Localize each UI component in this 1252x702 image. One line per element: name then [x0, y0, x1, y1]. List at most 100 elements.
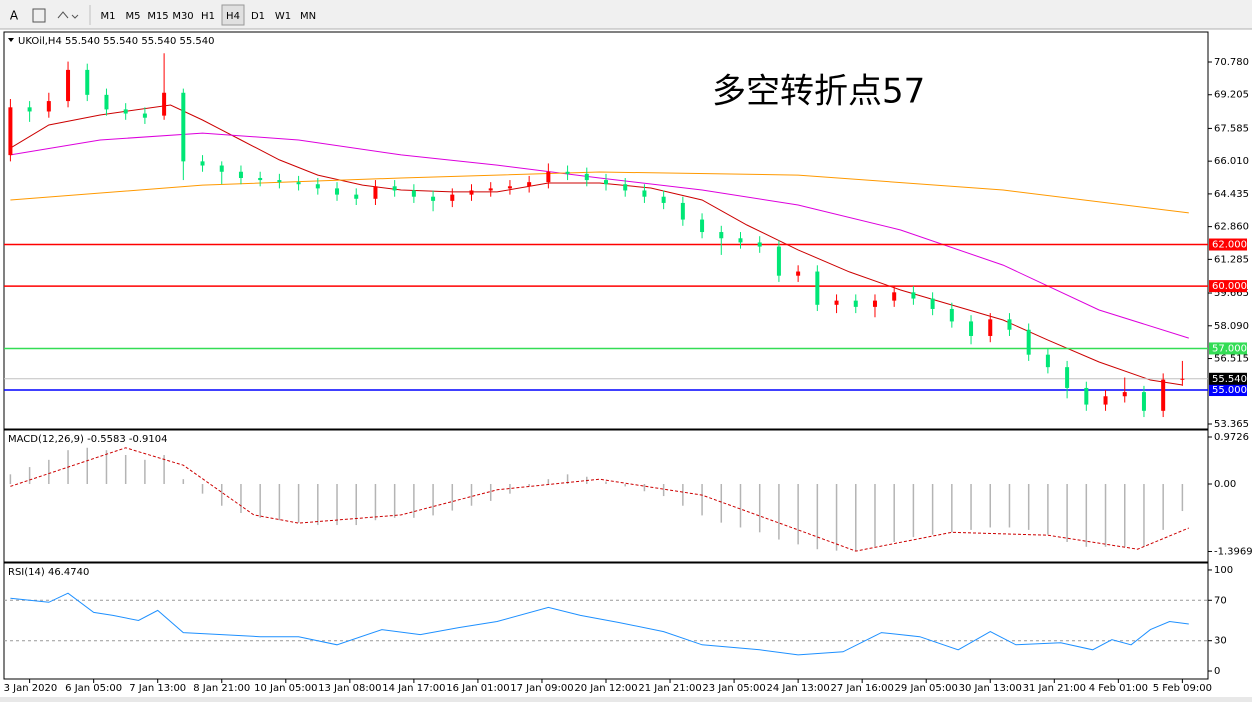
moving-average [10, 171, 1189, 214]
candle-body [623, 184, 628, 191]
candle-body [661, 196, 666, 203]
candle-body [1084, 387, 1089, 405]
timeframe-button[interactable]: M15 [147, 11, 168, 22]
candle-body [392, 186, 397, 191]
candle-body [354, 194, 359, 199]
candle-body [469, 190, 474, 195]
active-timeframe [221, 4, 245, 26]
timeframe-button[interactable]: D1 [251, 11, 265, 22]
x-tick-label: 17 Jan 09:00 [510, 683, 573, 694]
candle-body [258, 177, 263, 181]
candle-body [335, 188, 340, 195]
y-tick-label: 70 [1214, 595, 1227, 606]
candle-body [123, 109, 128, 114]
annotation: 多空转折点57 [712, 72, 925, 112]
candle-body [930, 298, 935, 309]
timeframe-button[interactable]: W1 [275, 11, 291, 22]
candle-body [1026, 329, 1031, 355]
x-tick-label: 4 Feb 01:00 [1089, 683, 1148, 694]
y-tick-label: 59.665 [1214, 288, 1249, 299]
timeframe-button[interactable]: M30 [172, 11, 193, 22]
candle-body [604, 180, 608, 185]
main-panel [3, 31, 1209, 430]
candle-body [200, 161, 205, 166]
candle-body [949, 308, 954, 322]
candle-body [507, 186, 512, 189]
objects-tool[interactable] [57, 11, 79, 19]
candle-body [46, 101, 51, 112]
candle-body [527, 182, 532, 187]
status-strip [0, 697, 1252, 702]
y-tick-label: 62.860 [1214, 222, 1249, 233]
text-tool[interactable] [32, 8, 46, 23]
candle-body [1007, 319, 1012, 330]
candle-body [373, 186, 378, 199]
y-tick-label: 0.9726 [1214, 432, 1249, 443]
level-label-box [1209, 342, 1247, 355]
candle-body [450, 194, 455, 201]
toolbar [0, 0, 1252, 29]
x-tick-label: 27 Jan 16:00 [831, 683, 894, 694]
candle-body [911, 292, 916, 299]
level-label-box [1209, 384, 1247, 397]
macd-title: MACD(12,26,9) -0.5583 -0.9104 [8, 434, 168, 445]
x-tick-label: 30 Jan 13:00 [959, 683, 1022, 694]
x-tick-label: 3 Jan 2020 [4, 683, 58, 694]
y-tick-label: 56.515 [1214, 354, 1249, 365]
candle-body [8, 107, 13, 156]
candle-body [680, 202, 685, 220]
timeframe-button[interactable]: H4 [226, 11, 240, 22]
x-tick-label: 14 Jan 17:00 [382, 683, 445, 694]
candle-body [181, 92, 186, 162]
candle-body [834, 300, 839, 305]
timeframe-button[interactable]: M1 [101, 11, 116, 22]
x-tick-label: 6 Jan 05:00 [65, 683, 122, 694]
candle-body [757, 242, 762, 247]
timeframe-button[interactable]: M5 [126, 11, 141, 22]
y-tick-label: 53.365 [1214, 419, 1249, 430]
rsi-title: RSI(14) 46.4740 [8, 567, 89, 578]
candle-body [162, 92, 167, 116]
candle-body [719, 232, 724, 239]
x-tick-label: 10 Jan 05:00 [254, 683, 317, 694]
timeframe-button[interactable]: H1 [201, 11, 215, 22]
candle-body [1103, 396, 1108, 405]
x-tick-label: 29 Jan 05:00 [895, 683, 958, 694]
y-tick-label: 69.205 [1214, 90, 1249, 101]
level-label-box [1209, 238, 1247, 251]
candle-body [85, 69, 90, 95]
candle-body [27, 107, 32, 112]
candle-body [277, 180, 282, 183]
candle-body [776, 246, 781, 276]
moving-average [10, 132, 1189, 339]
level-label: 57.000 [1212, 343, 1247, 354]
x-tick-label: 21 Jan 21:00 [638, 683, 701, 694]
candle-body [892, 292, 897, 301]
level-label: 62.000 [1212, 240, 1247, 251]
candle-body [872, 300, 877, 307]
collapse-icon[interactable] [8, 38, 14, 42]
candle-body [700, 219, 705, 233]
candle-body [431, 196, 436, 201]
signal-line [10, 447, 1189, 552]
candle-body [584, 173, 589, 181]
y-tick-label: 70.780 [1214, 57, 1249, 68]
candle-body [1161, 379, 1166, 411]
font-button[interactable]: A [10, 9, 19, 23]
timeframe-button[interactable]: MN [300, 11, 316, 22]
candle-body [296, 182, 301, 185]
candle-body [815, 271, 820, 305]
x-tick-label: 31 Jan 21:00 [1023, 683, 1086, 694]
candle-body [219, 165, 224, 172]
candle-body [969, 321, 974, 336]
moving-average [10, 104, 1183, 386]
macd-panel [3, 429, 1209, 563]
y-tick-label: 30 [1214, 636, 1227, 647]
last-price-label: 55.540 [1212, 374, 1247, 385]
candle-body [1122, 392, 1127, 397]
y-tick-label: 0.00 [1214, 479, 1236, 490]
x-tick-label: 23 Jan 05:00 [702, 683, 765, 694]
candle-body [988, 319, 993, 336]
